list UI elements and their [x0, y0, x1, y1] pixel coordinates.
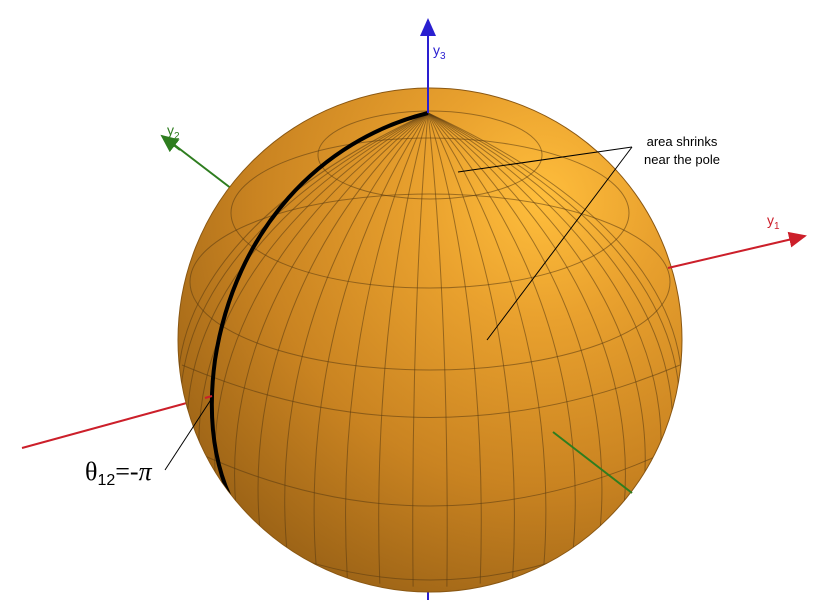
meridian-line: [427, 112, 626, 528]
y1-axis-front: [667, 231, 807, 269]
meridian-line: [257, 112, 429, 544]
meridian-line: [313, 112, 429, 570]
meridian-line: [378, 112, 429, 584]
meridian-line: [412, 112, 429, 587]
annotation-leader-equator: [486, 146, 633, 341]
meridian-line: [284, 112, 429, 558]
y1-axis-dot-segment: [204, 395, 213, 399]
sphere: [177, 87, 683, 593]
sphere-grid: [178, 110, 682, 587]
y3-label: y3: [433, 42, 446, 62]
meridian-line: [234, 112, 429, 528]
meridian-line: [427, 112, 646, 510]
meridian-line: [427, 112, 603, 544]
y2-label: y2: [167, 122, 180, 142]
y1-label: y1: [767, 212, 780, 232]
annotation-leader-pole: [457, 146, 633, 173]
y2-axis-dot: [168, 140, 176, 148]
y2-axis-front: [552, 431, 633, 494]
annotation-line-2: near the pole: [644, 152, 720, 167]
theta-label: θ12=-π: [85, 457, 153, 489]
meridian-line: [427, 112, 576, 558]
meridian-line: [214, 112, 429, 510]
meridian-line: [427, 112, 482, 584]
y1-axis-back: [21, 397, 206, 449]
theta-label-leader: [164, 397, 213, 471]
meridian-line: [427, 112, 448, 587]
annotation-line-1: area shrinks: [647, 134, 718, 149]
meridian-line: [427, 112, 515, 578]
meridian-line: [427, 112, 547, 570]
meridian-line: [345, 112, 429, 578]
